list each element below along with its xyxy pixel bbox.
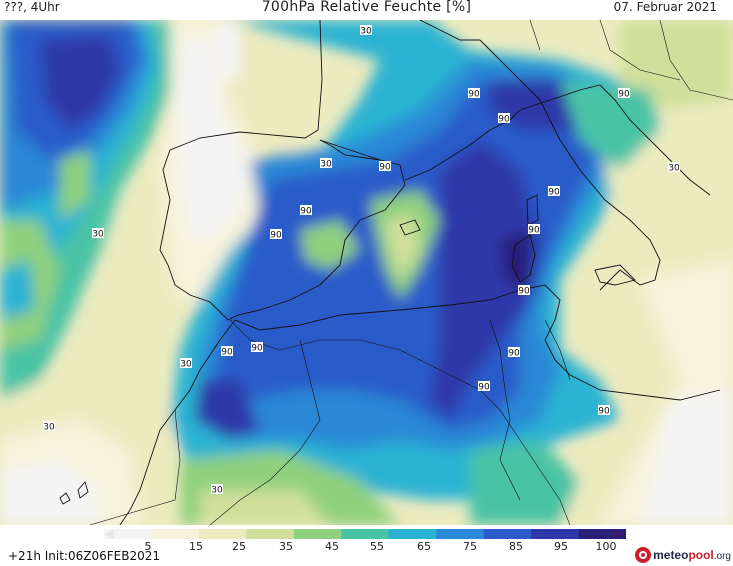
colorbar-swatch <box>151 529 200 539</box>
colorbar-swatch <box>293 529 342 539</box>
contour-label: 90 <box>618 88 630 100</box>
svg-text:90: 90 <box>518 287 530 297</box>
contour-label: 90 <box>548 186 560 198</box>
date-label: 07. Februar 2021 <box>613 0 717 14</box>
contour-label: 30 <box>320 158 332 170</box>
svg-text:30: 30 <box>92 230 104 240</box>
map-title: 700hPa Relative Feuchte [%] <box>261 0 472 15</box>
svg-text:90: 90 <box>548 188 560 198</box>
colorbar-tick-label: 45 <box>325 540 339 553</box>
svg-text:90: 90 <box>270 231 282 241</box>
svg-text:90: 90 <box>618 90 630 100</box>
contour-label: 90 <box>528 224 540 236</box>
contour-label: 30 <box>180 358 192 370</box>
contour-label: 90 <box>379 161 391 173</box>
colorbar-swatch <box>436 529 485 539</box>
colorbar-tick-label: 75 <box>463 540 477 553</box>
svg-text:90: 90 <box>468 90 480 100</box>
svg-text:90: 90 <box>251 344 263 354</box>
contour-label: 90 <box>518 285 530 297</box>
svg-text:90: 90 <box>478 383 490 393</box>
colorbar-swatch <box>104 529 152 539</box>
svg-text:90: 90 <box>598 407 610 417</box>
svg-text:30: 30 <box>211 486 223 496</box>
svg-text:90: 90 <box>300 207 312 217</box>
svg-text:90: 90 <box>221 348 233 358</box>
svg-text:30: 30 <box>180 360 192 370</box>
humidity-map: 30 90 90 90 90 30 90 30 90 90 90 90 90 90 90 90 30 90 30 30… <box>0 20 733 525</box>
colorbar-max-arrow <box>612 529 626 539</box>
svg-text:30: 30 <box>43 423 55 433</box>
header-bar: ???, 4Uhr 700hPa Relative Feuchte [%] 07… <box>0 0 733 20</box>
coastlines <box>59 20 721 525</box>
contour-label: 90 <box>300 205 312 217</box>
init-run-label: +21h Init:06Z06FEB2021 <box>8 549 160 563</box>
colorbar-swatch <box>578 529 626 539</box>
svg-text:90: 90 <box>498 115 510 125</box>
contour-label: 30 <box>92 228 104 240</box>
logo-icon <box>635 547 652 563</box>
colorbar-min-arrow <box>104 529 114 539</box>
contour-label: 90 <box>478 381 490 393</box>
day-time-label: ???, 4Uhr <box>4 0 60 14</box>
contour-label: 90 <box>598 405 610 417</box>
svg-text:30: 30 <box>668 164 680 174</box>
colorbar-tick-label: 35 <box>279 540 293 553</box>
colorbar-swatch <box>483 529 532 539</box>
colorbar-swatch <box>531 529 580 539</box>
colorbar-tick-label: 25 <box>232 540 246 553</box>
colorbar-swatch <box>341 529 390 539</box>
contour-label: 90 <box>221 346 233 358</box>
svg-text:90: 90 <box>508 349 520 359</box>
svg-text:30: 30 <box>320 160 332 170</box>
contour-label: 90 <box>270 229 282 241</box>
contour-label: 90 <box>508 347 520 359</box>
colorbar-tick-label: 100 <box>595 540 617 553</box>
logo-text: meteopool.org <box>653 548 731 562</box>
colorbar-ticks: 5 15 25 35 45 55 65 75 85 95 100 <box>104 540 626 554</box>
contour-labels: 30 90 90 90 90 30 90 30 90 90 90 90 90 90 90 90 30 90 30 30… <box>43 25 680 496</box>
contour-label: 90 <box>251 342 263 354</box>
meteopool-logo[interactable]: meteopool.org <box>635 547 731 563</box>
svg-text:90: 90 <box>379 163 391 173</box>
colorbar-tick-label: 85 <box>509 540 523 553</box>
borders <box>89 20 733 525</box>
colorbar-swatch <box>246 529 295 539</box>
contour-label: 30 <box>43 421 55 433</box>
svg-text:30: 30 <box>360 27 372 37</box>
colorbar-tick-label: 15 <box>189 540 203 553</box>
colorbar-tick-label: 95 <box>554 540 568 553</box>
colorbar-tick-label: 5 <box>144 540 152 553</box>
contour-label: 30 <box>668 162 680 174</box>
colorbar <box>104 529 626 539</box>
colorbar-swatch <box>388 529 437 539</box>
contour-label: 90 <box>468 88 480 100</box>
contour-label: 30 <box>360 25 372 37</box>
svg-text:90: 90 <box>528 226 540 236</box>
contour-label: 30 <box>211 484 223 496</box>
colorbar-tick-label: 65 <box>417 540 431 553</box>
colorbar-tick-label: 55 <box>370 540 384 553</box>
contour-label: 90 <box>498 113 510 125</box>
map-canvas: 30 90 90 90 90 30 90 30 90 90 90 90 90 90 90 90 30 90 30 30… <box>0 20 733 525</box>
colorbar-swatch <box>198 529 247 539</box>
